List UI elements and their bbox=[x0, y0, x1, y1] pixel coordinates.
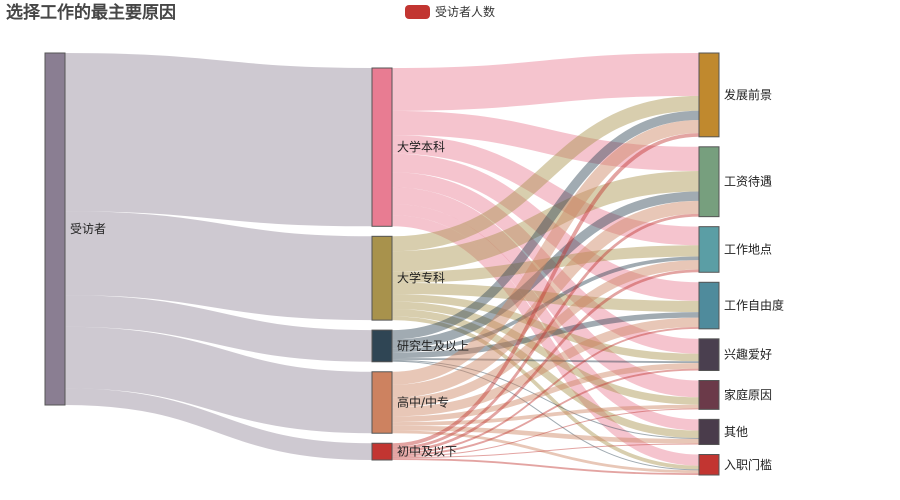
sankey-link-10[interactable] bbox=[391, 187, 700, 398]
sankey-link-42[interactable] bbox=[391, 443, 700, 459]
sankey-link-34[interactable] bbox=[391, 425, 700, 444]
sankey-link-24[interactable] bbox=[391, 312, 700, 359]
sankey-link-43[interactable] bbox=[391, 458, 700, 476]
sankey-node-label-10: 兴趣爱好 bbox=[724, 347, 772, 362]
sankey-link-37[interactable] bbox=[391, 213, 700, 450]
sankey-link-20[interactable] bbox=[391, 316, 700, 470]
sankey-link-4[interactable] bbox=[64, 388, 373, 460]
legend[interactable]: 受访者人数 bbox=[405, 3, 495, 20]
sankey-node-label-11: 家庭原因 bbox=[724, 387, 772, 402]
sankey-node-label-7: 工资待遇 bbox=[724, 175, 772, 189]
sankey-link-18[interactable] bbox=[391, 301, 700, 405]
sankey-node-label-1: 大学本科 bbox=[397, 139, 445, 154]
sankey-node-label-4: 高中/中专 bbox=[397, 395, 449, 410]
sankey-link-9[interactable] bbox=[391, 172, 700, 354]
sankey-link-14[interactable] bbox=[391, 171, 700, 272]
sankey-node-12[interactable] bbox=[698, 418, 720, 446]
sankey-node-10[interactable] bbox=[698, 338, 720, 372]
sankey-link-1[interactable] bbox=[64, 211, 373, 321]
sankey-link-29[interactable] bbox=[391, 200, 700, 398]
sankey-link-21[interactable] bbox=[391, 110, 700, 340]
sankey-node-6[interactable] bbox=[698, 52, 720, 138]
legend-swatch bbox=[405, 4, 430, 19]
sankey-node-label-5: 初中及以下 bbox=[397, 444, 457, 459]
sankey-link-13[interactable] bbox=[391, 95, 700, 252]
sankey-link-0[interactable] bbox=[64, 52, 373, 227]
sankey-node-label-8: 工作地点 bbox=[724, 242, 772, 256]
sankey-node-8[interactable] bbox=[698, 226, 720, 273]
sankey-node-11[interactable] bbox=[698, 380, 720, 410]
sankey-node-5[interactable] bbox=[371, 442, 393, 461]
sankey-node-label-9: 工作自由度 bbox=[724, 298, 784, 313]
sankey-node-label-0: 受访者 bbox=[70, 222, 106, 236]
sankey-node-1[interactable] bbox=[371, 67, 393, 227]
sankey-link-32[interactable] bbox=[391, 363, 700, 423]
sankey-node-2[interactable] bbox=[371, 235, 393, 321]
sankey-link-7[interactable] bbox=[391, 135, 700, 246]
sankey-node-label-13: 入职门槛 bbox=[724, 457, 772, 472]
sankey-node-3[interactable] bbox=[371, 329, 393, 363]
sankey-link-33[interactable] bbox=[391, 404, 700, 426]
sankey-link-2[interactable] bbox=[64, 295, 373, 362]
chart-title: 选择工作的最主要原因 bbox=[6, 3, 176, 23]
sankey-link-27[interactable] bbox=[391, 360, 700, 471]
sankey-node-9[interactable] bbox=[698, 281, 720, 330]
sankey-node-0[interactable] bbox=[44, 52, 66, 406]
sankey-node-label-3: 研究生及以上 bbox=[397, 338, 469, 353]
sankey-link-36[interactable] bbox=[391, 133, 700, 447]
links-layer bbox=[64, 52, 700, 476]
sankey-link-38[interactable] bbox=[391, 269, 700, 453]
sankey-link-16[interactable] bbox=[391, 282, 700, 313]
sankey-node-7[interactable] bbox=[698, 146, 720, 218]
sankey-link-28[interactable] bbox=[391, 120, 700, 385]
sankey-link-15[interactable] bbox=[391, 245, 700, 283]
legend-label: 受访者人数 bbox=[435, 5, 496, 19]
sankey-link-3[interactable] bbox=[64, 326, 373, 434]
sankey-link-6[interactable] bbox=[391, 110, 700, 172]
sankey-link-12[interactable] bbox=[391, 215, 700, 466]
sankey-link-39[interactable] bbox=[391, 326, 700, 455]
sankey-link-19[interactable] bbox=[391, 308, 700, 438]
sankey-link-17[interactable] bbox=[391, 294, 700, 362]
sankey-link-35[interactable] bbox=[391, 430, 700, 474]
sankey-node-label-12: 其他 bbox=[724, 425, 748, 439]
sankey-link-11[interactable] bbox=[391, 203, 700, 431]
sankey-node-4[interactable] bbox=[371, 371, 393, 434]
sankey-link-8[interactable] bbox=[391, 153, 700, 301]
sankey-link-31[interactable] bbox=[391, 317, 700, 417]
sankey-node-label-6: 发展前景 bbox=[724, 87, 772, 102]
sankey-link-5[interactable] bbox=[391, 53, 700, 111]
sankey-link-41[interactable] bbox=[391, 408, 700, 458]
sankey-link-26[interactable] bbox=[391, 359, 700, 439]
sankey-node-label-2: 大学专科 bbox=[397, 270, 445, 285]
sankey-link-25[interactable] bbox=[391, 358, 700, 364]
sankey-link-23[interactable] bbox=[391, 256, 700, 353]
sankey-link-22[interactable] bbox=[391, 191, 700, 349]
nodes-layer bbox=[44, 52, 720, 476]
sankey-link-40[interactable] bbox=[391, 368, 700, 457]
sankey-node-13[interactable] bbox=[698, 454, 720, 476]
sankey-link-30[interactable] bbox=[391, 260, 700, 408]
